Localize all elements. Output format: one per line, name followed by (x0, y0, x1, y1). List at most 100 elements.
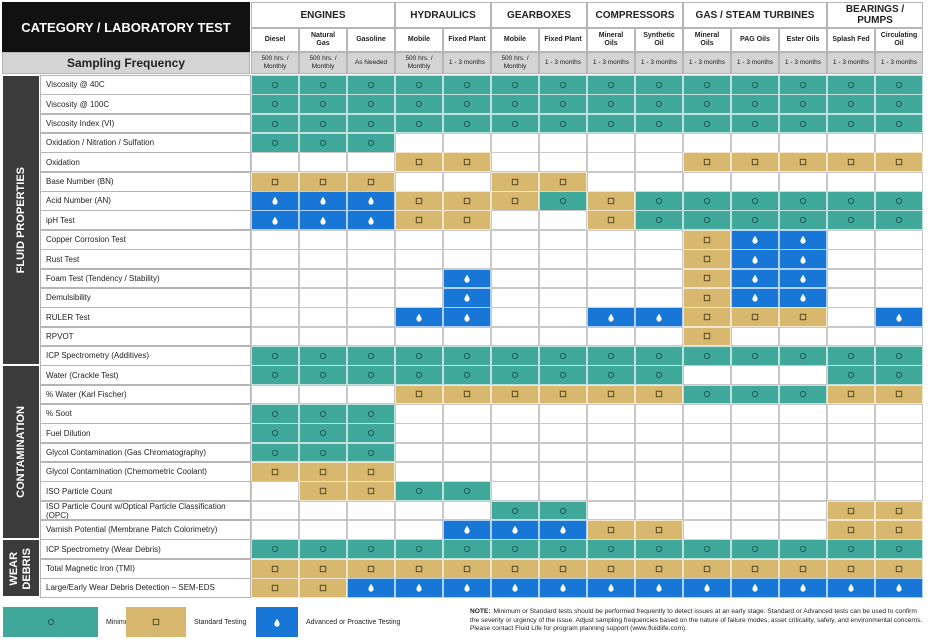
test-cell (731, 307, 779, 327)
drop-icon (752, 235, 758, 244)
drop-icon (464, 294, 470, 302)
test-cell (251, 113, 299, 134)
test-cell (299, 539, 347, 560)
test-cell (587, 268, 635, 289)
test-cell (347, 481, 395, 502)
test-cell (443, 481, 491, 502)
test-cell (827, 268, 875, 289)
square-icon (463, 391, 471, 398)
test-name: RULER Test (40, 307, 251, 327)
column-header: PAG Oils (731, 28, 779, 52)
test-cell (347, 539, 395, 560)
test-cell (587, 558, 635, 579)
circle-icon (463, 372, 471, 379)
test-cell (443, 75, 491, 95)
test-cell (443, 94, 491, 115)
test-cell (827, 113, 875, 134)
circle-icon (511, 372, 519, 379)
test-cell (347, 520, 395, 540)
test-cell (443, 500, 491, 521)
test-cell (539, 384, 587, 405)
test-cell (635, 539, 683, 560)
circle-icon (415, 101, 423, 108)
circle-icon (319, 546, 327, 553)
drop-icon (272, 216, 278, 225)
square-icon (895, 526, 903, 534)
test-cell (251, 500, 299, 521)
test-cell (443, 462, 491, 482)
test-name: Viscosity @ 100C (40, 94, 251, 115)
circle-icon (367, 546, 375, 553)
test-cell (299, 365, 347, 385)
test-cell (827, 210, 875, 231)
test-cell (491, 133, 539, 153)
circle-icon (319, 81, 327, 88)
test-cell (299, 578, 347, 598)
square-icon (319, 565, 327, 572)
drop-icon (368, 216, 374, 225)
test-cell (875, 133, 923, 153)
test-cell (827, 384, 875, 405)
square-icon (607, 217, 615, 224)
test-cell (539, 229, 587, 250)
frequency: 1 - 3 months (443, 52, 491, 74)
square-icon (799, 313, 807, 321)
test-cell (395, 287, 443, 308)
test-cell (635, 520, 683, 540)
square-icon (751, 159, 759, 166)
frequency: As Needed (347, 52, 395, 74)
test-name: Varnish Potential (Membrane Patch Colori… (40, 520, 251, 540)
test-cell (635, 287, 683, 308)
test-cell (875, 75, 923, 95)
square-icon (463, 197, 471, 205)
test-cell (539, 558, 587, 579)
test-cell (587, 171, 635, 192)
drop-icon (800, 294, 806, 302)
section-text: WEAR DEBRIS (8, 548, 34, 590)
test-cell (251, 229, 299, 250)
test-cell (443, 152, 491, 173)
test-cell (827, 539, 875, 560)
square-icon (703, 294, 711, 301)
circle-icon (655, 352, 663, 359)
test-cell (299, 520, 347, 540)
test-cell (539, 287, 587, 308)
square-icon (319, 468, 327, 476)
square-icon (895, 565, 903, 572)
circle-icon (271, 101, 279, 108)
drop-icon (848, 584, 854, 593)
square-icon (751, 313, 759, 321)
test-cell (827, 365, 875, 385)
test-cell (251, 384, 299, 405)
square-icon (799, 565, 807, 572)
circle-icon (463, 81, 471, 88)
test-cell (443, 578, 491, 598)
test-cell (251, 403, 299, 424)
test-cell (299, 133, 347, 153)
test-cell (731, 94, 779, 115)
test-cell (827, 307, 875, 327)
test-cell (779, 384, 827, 405)
circle-icon (511, 546, 519, 553)
circle-icon (415, 352, 423, 359)
frequency-label: Sampling Frequency (2, 52, 250, 74)
test-cell (347, 113, 395, 134)
circle-icon (415, 372, 423, 379)
circle-icon (799, 197, 807, 205)
test-cell (875, 268, 923, 289)
test-cell (491, 558, 539, 579)
test-cell (635, 481, 683, 502)
test-cell (491, 520, 539, 540)
test-cell (635, 384, 683, 405)
drop-icon (464, 313, 470, 322)
circle-icon (319, 139, 327, 147)
test-cell (347, 365, 395, 385)
circle-icon (847, 217, 855, 224)
test-cell (347, 191, 395, 211)
test-cell (395, 558, 443, 579)
square-icon (559, 178, 567, 185)
test-cell (347, 287, 395, 308)
test-name: Demulsibility (40, 287, 251, 308)
test-cell (875, 307, 923, 327)
test-cell (731, 75, 779, 95)
